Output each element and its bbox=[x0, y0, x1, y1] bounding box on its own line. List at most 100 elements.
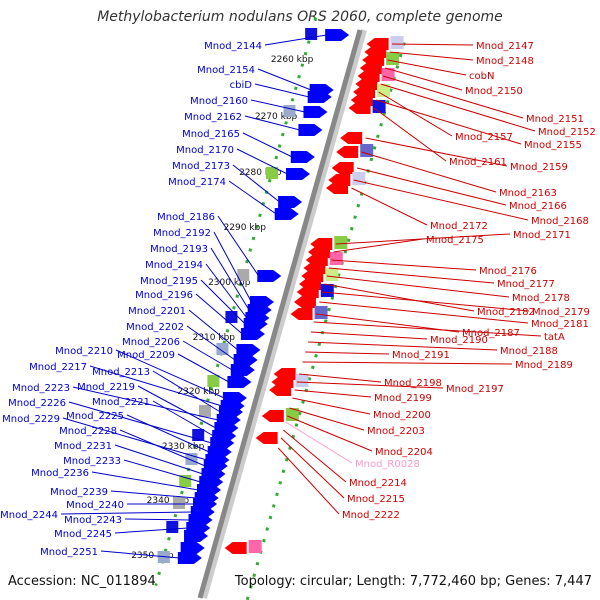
gene-label-right[interactable]: Mnod_2188 bbox=[500, 346, 558, 357]
gene-label-left[interactable]: Mnod_2174 bbox=[168, 177, 226, 188]
gene-label-left[interactable]: Mnod_2251 bbox=[40, 547, 98, 558]
forward-gene-arrow bbox=[298, 124, 323, 136]
label-connector bbox=[308, 341, 498, 351]
gene-label-left[interactable]: Mnod_2217 bbox=[29, 362, 87, 373]
label-connector bbox=[385, 67, 463, 91]
gene-label-right[interactable]: Mnod_2155 bbox=[524, 140, 582, 151]
gene-label-right[interactable]: Mnod_2200 bbox=[373, 410, 431, 421]
gene-label-right[interactable]: Mnod_2197 bbox=[446, 384, 504, 395]
gene-label-right[interactable]: Mnod_2198 bbox=[384, 378, 442, 389]
gene-label-right[interactable]: Mnod_2179 bbox=[532, 307, 590, 318]
gene-label-left[interactable]: Mnod_2186 bbox=[157, 212, 215, 223]
reverse-gene-arrow bbox=[326, 182, 349, 194]
gene-label-right[interactable]: Mnod_2187 bbox=[462, 328, 520, 339]
gene-label-right[interactable]: Mnod_2151 bbox=[526, 114, 584, 125]
gene-label-left[interactable]: Mnod_2221 bbox=[92, 397, 150, 408]
gene-label-left[interactable]: Mnod_2236 bbox=[31, 468, 89, 479]
gene-label-right[interactable]: Mnod_2222 bbox=[342, 510, 400, 521]
forward-gene-arrow bbox=[257, 270, 282, 282]
gene-label-left[interactable]: Mnod_2213 bbox=[92, 367, 150, 378]
gene-label-right[interactable]: Mnod_2182 bbox=[477, 307, 535, 318]
gene-label-left[interactable]: Mnod_2195 bbox=[140, 276, 198, 287]
gene-label-right[interactable]: Mnod_2148 bbox=[476, 56, 534, 67]
gene-label-left[interactable]: Mnod_2240 bbox=[66, 500, 124, 511]
gene-label-right[interactable]: Mnod_2203 bbox=[367, 426, 425, 437]
label-connector bbox=[287, 415, 373, 452]
gene-label-left[interactable]: Mnod_2233 bbox=[63, 456, 121, 467]
label-connector bbox=[283, 429, 347, 483]
gene-label-right[interactable]: Mnod_2199 bbox=[374, 393, 432, 404]
gene-label-right[interactable]: Mnod_2178 bbox=[512, 293, 570, 304]
gene-label-right[interactable]: Mnod_2204 bbox=[375, 447, 433, 458]
gene-feature-box bbox=[295, 374, 309, 387]
gene-label-left[interactable]: Mnod_2173 bbox=[172, 161, 230, 172]
gene-label-left[interactable]: Mnod_2202 bbox=[126, 322, 184, 333]
gene-label-right[interactable]: Mnod_2172 bbox=[430, 221, 488, 232]
gene-label-left[interactable]: Mnod_2193 bbox=[150, 244, 208, 255]
forward-gene-arrow bbox=[227, 376, 252, 388]
gene-label-left[interactable]: Mnod_2165 bbox=[182, 129, 240, 140]
gene-label-right[interactable]: Mnod_2190 bbox=[430, 335, 488, 346]
gene-label-left[interactable]: Mnod_2209 bbox=[117, 350, 175, 361]
scale-tick-label: 2260 kbp bbox=[271, 55, 314, 65]
gene-label-left[interactable]: Mnod_2162 bbox=[184, 112, 242, 123]
gene-label-right[interactable]: Mnod_2177 bbox=[497, 279, 555, 290]
forward-gene-arrow bbox=[236, 344, 261, 356]
rna-label-right[interactable]: Mnod_R0028 bbox=[355, 459, 420, 470]
gene-label-left[interactable]: Mnod_2231 bbox=[54, 441, 112, 452]
gene-label-right[interactable]: Mnod_2191 bbox=[392, 350, 450, 361]
gene-label-right[interactable]: Mnod_2215 bbox=[347, 494, 405, 505]
gene-label-left[interactable]: cbiD bbox=[230, 80, 253, 91]
gene-label-left[interactable]: Mnod_2228 bbox=[59, 426, 117, 437]
gene-label-right[interactable]: Mnod_2175 bbox=[426, 235, 484, 246]
gene-label-right[interactable]: Mnod_2152 bbox=[538, 127, 596, 138]
gene-label-right[interactable]: Mnod_2161 bbox=[449, 157, 507, 168]
genome-backbone bbox=[197, 29, 363, 599]
gene-label-right[interactable]: Mnod_2171 bbox=[513, 230, 571, 241]
label-connector bbox=[277, 447, 340, 515]
gene-label-right[interactable]: Mnod_2150 bbox=[465, 86, 523, 97]
gene-label-left[interactable]: Mnod_2160 bbox=[190, 96, 248, 107]
gene-label-left[interactable]: Mnod_2223 bbox=[12, 383, 70, 394]
gene-label-left[interactable]: Mnod_2229 bbox=[2, 414, 60, 425]
gene-label-right[interactable]: Mnod_2159 bbox=[510, 162, 568, 173]
gene-label-right[interactable]: Mnod_2163 bbox=[499, 188, 557, 199]
gene-label-left[interactable]: Mnod_2194 bbox=[145, 260, 203, 271]
gene-label-left[interactable]: Mnod_2201 bbox=[128, 306, 186, 317]
gene-label-right[interactable]: Mnod_2157 bbox=[455, 132, 513, 143]
gene-label-right[interactable]: Mnod_2168 bbox=[531, 216, 589, 227]
gene-label-left[interactable]: Mnod_2244 bbox=[0, 510, 58, 521]
gene-label-right[interactable]: Mnod_2189 bbox=[515, 360, 573, 371]
reverse-gene-arrow bbox=[261, 410, 284, 422]
label-connector bbox=[114, 444, 204, 475]
gene-label-right[interactable]: Mnod_2166 bbox=[509, 201, 567, 212]
gene-label-right[interactable]: cobN bbox=[469, 71, 494, 82]
gene-label-left[interactable]: Mnod_2196 bbox=[135, 290, 193, 301]
label-connector bbox=[361, 151, 497, 193]
label-connector bbox=[228, 180, 277, 215]
gene-label-left[interactable]: Mnod_2144 bbox=[204, 41, 262, 52]
gene-label-right[interactable]: Mnod_2181 bbox=[531, 319, 589, 330]
gene-label-left[interactable]: Mnod_2219 bbox=[77, 382, 135, 393]
gene-label-left[interactable]: Mnod_2170 bbox=[176, 145, 234, 156]
gene-label-left[interactable]: Mnod_2210 bbox=[55, 346, 113, 357]
label-connector bbox=[392, 43, 474, 46]
gene-label-right[interactable]: Mnod_2147 bbox=[476, 41, 534, 52]
gene-label-left[interactable]: Mnod_2154 bbox=[197, 65, 255, 76]
gene-label-left[interactable]: Mnod_2245 bbox=[54, 529, 112, 540]
gene-label-left[interactable]: Mnod_2225 bbox=[66, 411, 124, 422]
gene-label-left[interactable]: Mnod_2239 bbox=[50, 487, 108, 498]
label-connector bbox=[324, 283, 475, 312]
label-connector bbox=[115, 349, 225, 399]
gene-label-left[interactable]: Mnod_2226 bbox=[8, 398, 66, 409]
forward-gene-arrow bbox=[184, 530, 209, 542]
gene-label-right[interactable]: Mnod_2176 bbox=[479, 266, 537, 277]
gene-feature-box bbox=[325, 268, 339, 281]
gene-label-left[interactable]: Mnod_2243 bbox=[64, 515, 122, 526]
gene-label-right[interactable]: tatA bbox=[544, 332, 565, 343]
gene-label-left[interactable]: Mnod_2192 bbox=[153, 228, 211, 239]
gene-label-left[interactable]: Mnod_2206 bbox=[122, 337, 180, 348]
gene-feature-box bbox=[283, 105, 296, 117]
gene-label-right[interactable]: Mnod_2214 bbox=[349, 478, 407, 489]
